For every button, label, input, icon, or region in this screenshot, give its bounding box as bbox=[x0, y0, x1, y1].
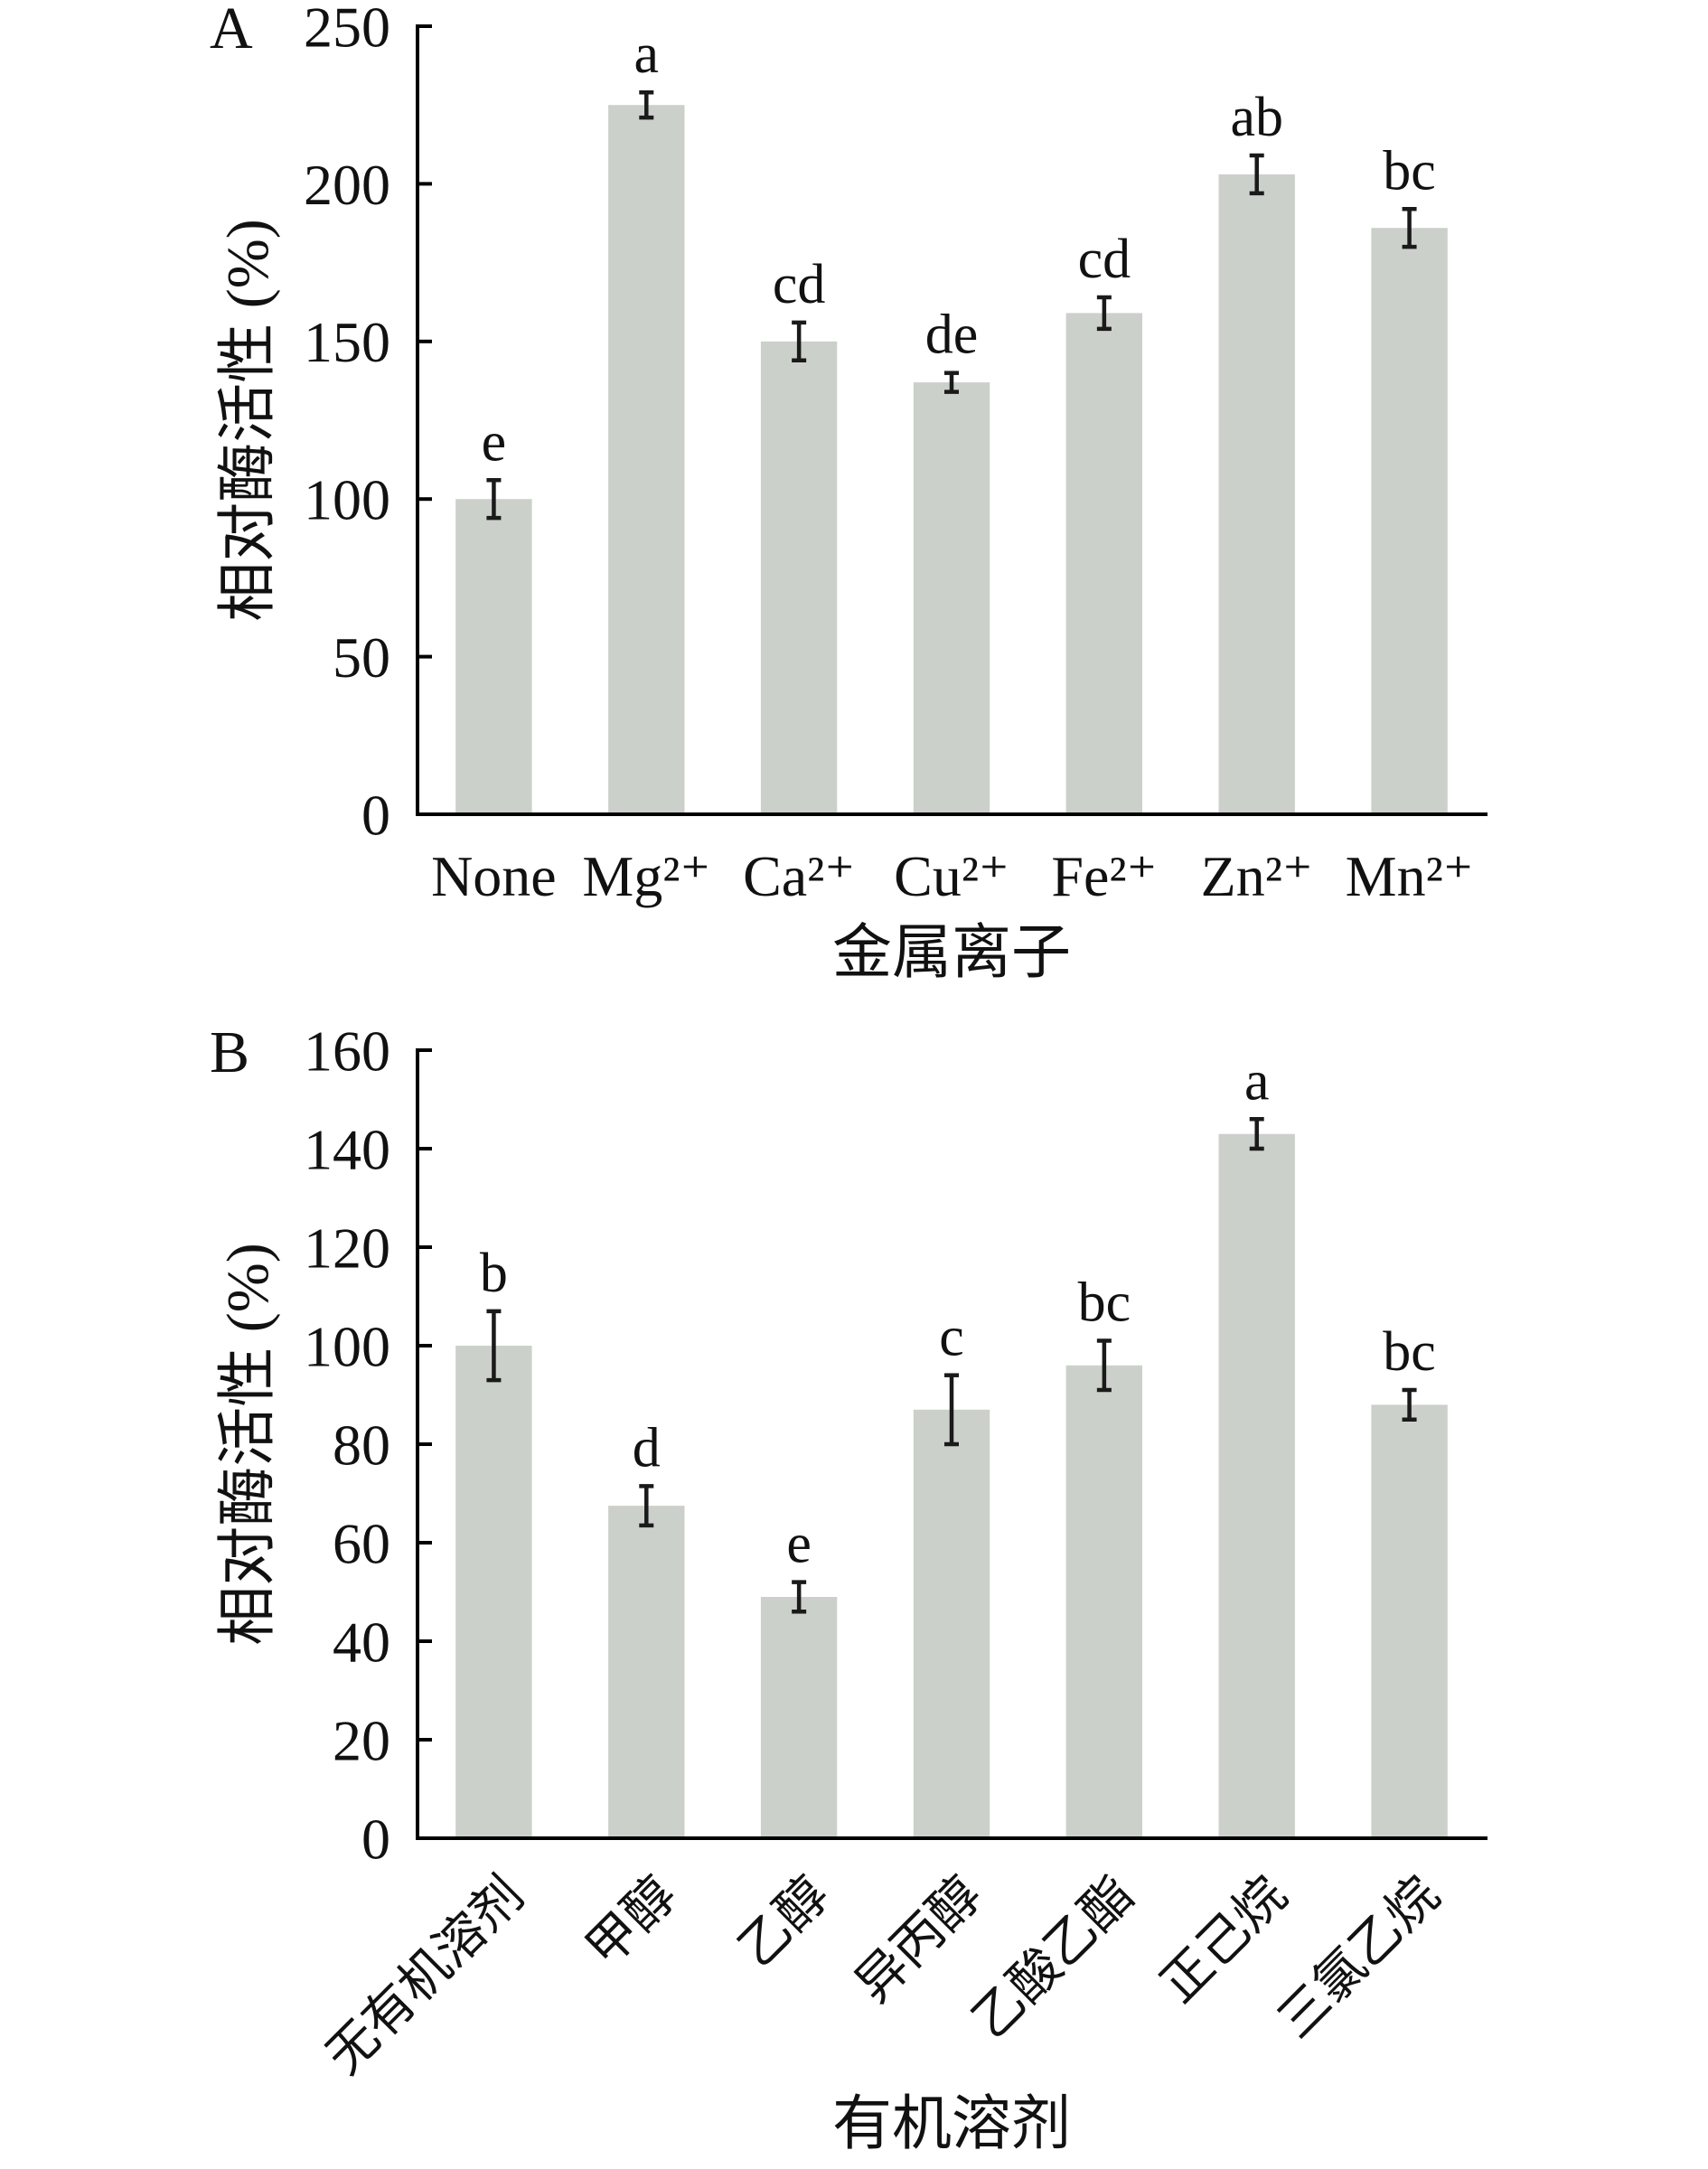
b-y-axis-title: 相对酶活性 (%) bbox=[215, 1243, 281, 1645]
b-x-tick-label-7: 三氯乙烷 bbox=[1268, 1866, 1450, 2049]
a-significance-letter-6: ab bbox=[1230, 87, 1283, 148]
a-bar-1 bbox=[455, 499, 532, 814]
a-x-tick-label-6: Zn²⁺ bbox=[1201, 844, 1313, 908]
b-x-tick-label-4: 异丙醇 bbox=[846, 1866, 993, 2014]
a-bar-6 bbox=[1218, 174, 1295, 814]
b-x-axis-title: 有机溶剂 bbox=[832, 2091, 1071, 2157]
a-bar-5 bbox=[1065, 313, 1142, 814]
a-error-bar-4 bbox=[944, 371, 959, 394]
a-x-axis-title: 金属离子 bbox=[832, 920, 1071, 986]
b-significance-letter-6: a bbox=[1244, 1050, 1270, 1112]
a-x-tick-label-2: Mg²⁺ bbox=[582, 844, 710, 908]
b-bar-5 bbox=[1065, 1365, 1142, 1838]
a-x-tick-label-3: Ca²⁺ bbox=[743, 844, 855, 908]
b-error-bar-1 bbox=[486, 1309, 502, 1383]
a-y-tick-label-4: 150 bbox=[304, 310, 390, 374]
a-significance-letter-7: bc bbox=[1383, 140, 1436, 202]
a-significance-letter-2: a bbox=[634, 23, 660, 85]
b-significance-letter-1: b bbox=[480, 1243, 508, 1304]
b-error-bar-2 bbox=[639, 1484, 654, 1528]
a-bar-2 bbox=[608, 105, 685, 814]
b-bar-6 bbox=[1218, 1133, 1295, 1838]
panel-a-chart: e a cd de cd ab bc 0 50 100 150 200 250 None Mg²⁺ Ca²⁺ C… bbox=[210, 0, 1487, 986]
b-y-tick-label-4: 60 bbox=[333, 1511, 390, 1575]
b-bar-4 bbox=[913, 1409, 990, 1838]
a-y-tick-label-6: 250 bbox=[304, 0, 390, 59]
a-error-bar-1 bbox=[486, 478, 502, 521]
a-error-bar-3 bbox=[792, 320, 807, 362]
b-y-tick-label-2: 20 bbox=[333, 1708, 390, 1772]
a-bar-7 bbox=[1371, 228, 1448, 814]
b-panel-label: B bbox=[210, 1019, 249, 1085]
b-y-tick-label-7: 120 bbox=[304, 1216, 390, 1280]
b-x-tick-label-5: 乙酸乙酯 bbox=[962, 1866, 1145, 2049]
b-error-bar-6 bbox=[1249, 1117, 1264, 1151]
b-x-tick-label-6: 正己烷 bbox=[1150, 1866, 1298, 2014]
a-y-tick-label-5: 200 bbox=[304, 153, 390, 217]
panel-b-chart: b d e c bc a bc 0 20 40 60 80 100 120 140 160 无有机溶剂 甲醇 乙醇异… bbox=[210, 1019, 1487, 2157]
b-significance-letter-4: c bbox=[939, 1307, 964, 1368]
a-y-tick-label-3: 100 bbox=[304, 468, 390, 532]
b-significance-letter-3: e bbox=[786, 1514, 812, 1575]
a-x-tick-label-1: None bbox=[431, 844, 557, 908]
a-significance-letter-3: cd bbox=[773, 254, 826, 315]
b-bar-3 bbox=[760, 1597, 838, 1838]
b-y-tick-label-6: 100 bbox=[304, 1314, 390, 1378]
a-significance-letter-1: e bbox=[482, 411, 507, 473]
a-y-axis-title: 相对酶活性 (%) bbox=[215, 219, 281, 621]
a-error-bar-7 bbox=[1402, 207, 1417, 249]
a-x-tick-label-4: Cu²⁺ bbox=[894, 844, 1009, 908]
b-x-tick-label-3: 乙醇 bbox=[728, 1866, 840, 1977]
a-significance-letter-4: de bbox=[925, 305, 979, 366]
b-y-tick-label-5: 80 bbox=[333, 1413, 390, 1477]
b-error-bar-3 bbox=[792, 1580, 807, 1614]
b-x-tick-label-2: 甲醇 bbox=[576, 1866, 687, 1977]
a-x-tick-label-7: Mn²⁺ bbox=[1346, 844, 1474, 908]
a-y-tick-label-1: 0 bbox=[361, 783, 390, 847]
a-bar-3 bbox=[760, 341, 838, 814]
a-y-tick-label-2: 50 bbox=[333, 625, 390, 690]
b-y-tick-label-8: 140 bbox=[304, 1117, 390, 1181]
b-significance-letter-2: d bbox=[633, 1417, 661, 1479]
b-y-tick-label-9: 160 bbox=[304, 1019, 390, 1083]
b-bar-1 bbox=[455, 1346, 532, 1838]
b-y-tick-label-1: 0 bbox=[361, 1807, 390, 1871]
a-x-tick-label-5: Fe²⁺ bbox=[1051, 844, 1157, 908]
b-x-tick-label-1: 无有机溶剂 bbox=[316, 1866, 535, 2085]
b-bar-2 bbox=[608, 1506, 685, 1838]
b-bar-7 bbox=[1371, 1404, 1448, 1838]
b-error-bar-4 bbox=[944, 1373, 959, 1447]
b-significance-letter-5: bc bbox=[1078, 1272, 1131, 1334]
a-error-bar-2 bbox=[639, 89, 654, 120]
a-significance-letter-5: cd bbox=[1078, 229, 1131, 290]
b-y-tick-label-3: 40 bbox=[333, 1610, 390, 1674]
a-error-bar-5 bbox=[1096, 295, 1112, 332]
a-error-bar-6 bbox=[1249, 153, 1264, 196]
a-bar-4 bbox=[913, 382, 990, 814]
b-error-bar-7 bbox=[1402, 1387, 1417, 1422]
b-significance-letter-7: bc bbox=[1383, 1321, 1436, 1383]
a-panel-label: A bbox=[210, 0, 253, 61]
b-error-bar-5 bbox=[1096, 1338, 1112, 1393]
